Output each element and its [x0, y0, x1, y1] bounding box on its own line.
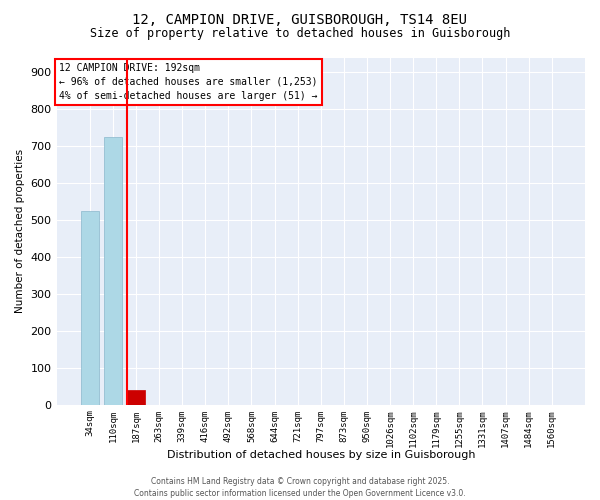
Text: Size of property relative to detached houses in Guisborough: Size of property relative to detached ho…: [90, 28, 510, 40]
Bar: [127, 390, 145, 404]
Text: 12 CAMPION DRIVE: 192sqm
← 96% of detached houses are smaller (1,253)
4% of semi: 12 CAMPION DRIVE: 192sqm ← 96% of detach…: [59, 62, 317, 100]
Y-axis label: Number of detached properties: Number of detached properties: [15, 149, 25, 313]
Bar: [104, 137, 122, 404]
Bar: [80, 211, 99, 404]
X-axis label: Distribution of detached houses by size in Guisborough: Distribution of detached houses by size …: [167, 450, 475, 460]
Text: Contains HM Land Registry data © Crown copyright and database right 2025.
Contai: Contains HM Land Registry data © Crown c…: [134, 476, 466, 498]
Text: 12, CAMPION DRIVE, GUISBOROUGH, TS14 8EU: 12, CAMPION DRIVE, GUISBOROUGH, TS14 8EU: [133, 12, 467, 26]
